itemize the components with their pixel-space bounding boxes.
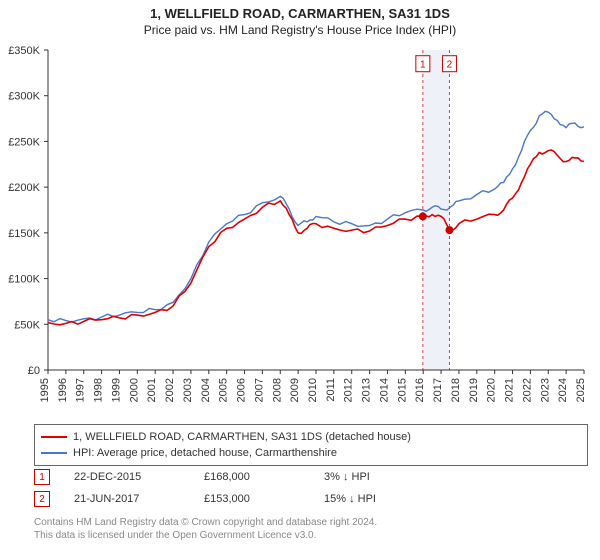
sales-table: 1 22-DEC-2015 £168,000 3% ↓ HPI 2 21-JUN…: [34, 466, 574, 510]
svg-text:2020: 2020: [486, 378, 498, 402]
svg-text:2004: 2004: [200, 378, 212, 402]
svg-text:£150K: £150K: [8, 228, 40, 240]
footnote: Contains HM Land Registry data © Crown c…: [34, 516, 579, 542]
table-row: 1 22-DEC-2015 £168,000 3% ↓ HPI: [34, 466, 574, 488]
svg-text:2019: 2019: [468, 378, 480, 402]
svg-text:1999: 1999: [110, 378, 122, 402]
legend-swatch-property: [41, 436, 67, 438]
svg-text:2024: 2024: [557, 378, 569, 402]
svg-text:2009: 2009: [289, 378, 301, 402]
sale-date: 21-JUN-2017: [74, 493, 204, 505]
svg-text:1998: 1998: [93, 378, 105, 402]
sale-price: £153,000: [204, 493, 324, 505]
chart-svg: £0 £50K £100K £150K £200K £250K £300K £350K 1995…: [0, 44, 600, 420]
sale-marker-2: 2: [34, 491, 50, 507]
svg-text:2021: 2021: [504, 378, 516, 402]
svg-text:1: 1: [420, 60, 426, 71]
svg-text:2002: 2002: [164, 378, 176, 402]
svg-text:2012: 2012: [343, 378, 355, 402]
svg-text:2003: 2003: [182, 378, 194, 402]
svg-text:2007: 2007: [253, 378, 265, 402]
svg-text:2013: 2013: [361, 378, 373, 402]
sale-price: £168,000: [204, 471, 324, 483]
svg-text:£0: £0: [28, 365, 40, 377]
legend-row-property: 1, WELLFIELD ROAD, CARMARTHEN, SA31 1DS …: [41, 429, 581, 445]
footnote-line: This data is licensed under the Open Gov…: [34, 529, 579, 542]
svg-text:2010: 2010: [307, 378, 319, 402]
legend-swatch-hpi: [41, 452, 67, 454]
legend-row-hpi: HPI: Average price, detached house, Carm…: [41, 445, 581, 461]
svg-text:2014: 2014: [378, 378, 390, 402]
svg-text:£200K: £200K: [8, 182, 40, 194]
svg-text:2: 2: [447, 60, 453, 71]
svg-text:2018: 2018: [450, 378, 462, 402]
svg-text:2008: 2008: [271, 378, 283, 402]
svg-text:£300K: £300K: [8, 91, 40, 103]
svg-text:1997: 1997: [75, 378, 87, 402]
svg-text:2000: 2000: [128, 378, 140, 402]
svg-text:2006: 2006: [236, 378, 248, 402]
page-subtitle: Price paid vs. HM Land Registry's House …: [0, 23, 600, 37]
legend-label-hpi: HPI: Average price, detached house, Carm…: [73, 447, 337, 459]
sale-date: 22-DEC-2015: [74, 471, 204, 483]
page-title: 1, WELLFIELD ROAD, CARMARTHEN, SA31 1DS: [0, 6, 600, 21]
svg-text:1996: 1996: [57, 378, 69, 402]
svg-text:2011: 2011: [325, 378, 337, 402]
footnote-line: Contains HM Land Registry data © Crown c…: [34, 516, 579, 529]
legend: 1, WELLFIELD ROAD, CARMARTHEN, SA31 1DS …: [34, 424, 588, 466]
sale-delta: 15% ↓ HPI: [324, 493, 504, 505]
svg-text:2016: 2016: [414, 378, 426, 402]
legend-label-property: 1, WELLFIELD ROAD, CARMARTHEN, SA31 1DS …: [73, 431, 411, 443]
svg-text:2023: 2023: [539, 378, 551, 402]
svg-text:2025: 2025: [575, 378, 587, 402]
svg-text:£100K: £100K: [8, 274, 40, 286]
svg-text:2022: 2022: [521, 378, 533, 402]
svg-text:1995: 1995: [39, 378, 51, 402]
sale-marker-1: 1: [34, 469, 50, 485]
svg-text:2001: 2001: [146, 378, 158, 402]
svg-text:2005: 2005: [218, 378, 230, 402]
table-row: 2 21-JUN-2017 £153,000 15% ↓ HPI: [34, 488, 574, 510]
svg-text:£250K: £250K: [8, 136, 40, 148]
svg-text:£50K: £50K: [14, 319, 40, 331]
svg-text:2017: 2017: [432, 378, 444, 402]
sale-delta: 3% ↓ HPI: [324, 471, 504, 483]
svg-text:2015: 2015: [396, 378, 408, 402]
price-chart: £0 £50K £100K £150K £200K £250K £300K £350K 1995…: [0, 44, 600, 420]
svg-text:£350K: £350K: [8, 45, 40, 57]
